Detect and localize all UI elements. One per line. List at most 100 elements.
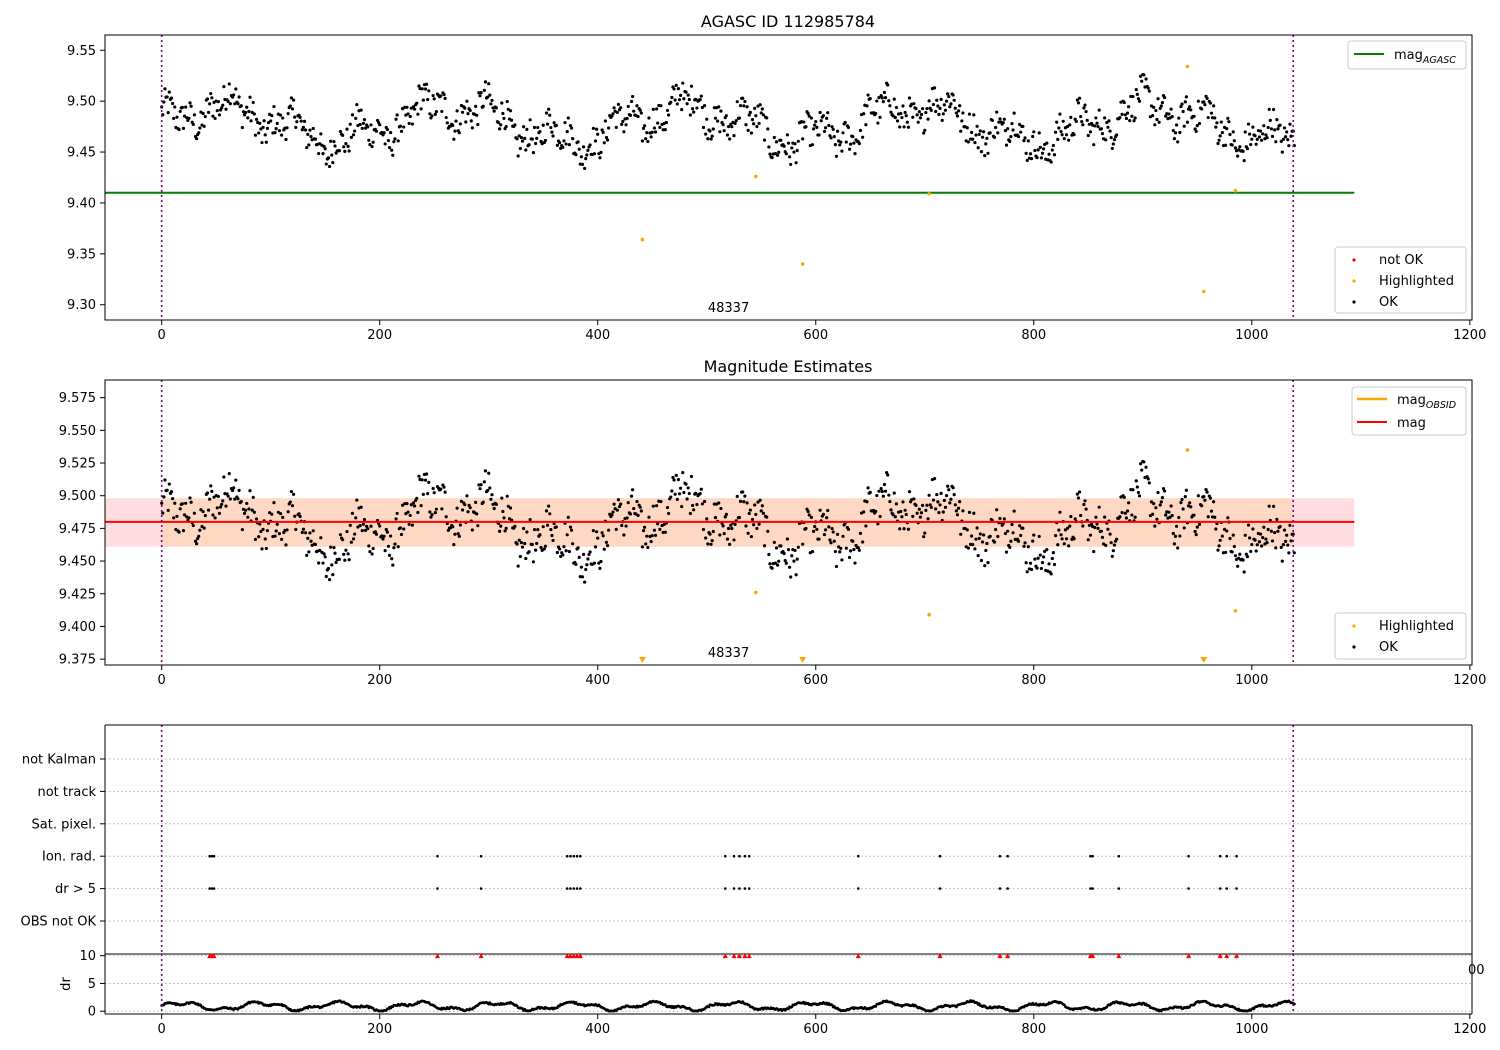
ok-point — [1074, 119, 1078, 123]
ok-point — [723, 515, 727, 519]
ok-point — [663, 128, 667, 132]
ok-point — [369, 123, 373, 127]
ok-point — [704, 132, 708, 136]
ok-point — [724, 512, 728, 516]
ok-point — [301, 527, 306, 531]
ok-point — [851, 134, 855, 139]
ok-point — [730, 526, 734, 531]
ok-point — [878, 115, 882, 119]
legend-label-highlighted: Highlighted — [1379, 619, 1454, 634]
ok-point — [995, 508, 999, 512]
ok-point — [663, 530, 667, 534]
ok-point — [894, 105, 899, 110]
ok-point — [757, 522, 761, 526]
dr-capped-marker — [577, 953, 583, 959]
ok-point — [1266, 125, 1270, 130]
ok-point — [758, 498, 762, 502]
x-tick-label: 400 — [585, 1022, 610, 1037]
ok-point — [539, 545, 543, 550]
ok-point — [624, 524, 628, 528]
ok-point — [925, 106, 929, 111]
ok-point — [432, 97, 436, 101]
ok-point — [378, 524, 382, 528]
ok-point — [961, 509, 965, 513]
ok-point — [303, 531, 308, 535]
ok-point — [368, 143, 372, 147]
ok-point — [900, 515, 904, 519]
ok-point — [1050, 556, 1054, 561]
ok-point — [344, 142, 348, 146]
ok-point — [632, 506, 636, 511]
dr-capped-marker — [434, 953, 440, 959]
ok-point — [234, 478, 238, 482]
ok-point — [444, 515, 448, 519]
ok-point — [833, 143, 837, 147]
ok-point — [409, 503, 413, 507]
ok-point — [973, 140, 977, 145]
ok-point — [694, 97, 698, 101]
ok-point — [1202, 100, 1206, 104]
ok-point — [931, 498, 936, 502]
ok-point — [579, 565, 583, 569]
ok-point — [893, 115, 897, 120]
flag-event-point — [479, 887, 483, 890]
ok-point — [1109, 136, 1113, 140]
ok-point — [889, 110, 893, 114]
ok-point — [1219, 120, 1223, 124]
ok-point — [1083, 499, 1087, 503]
ok-point — [1052, 153, 1057, 157]
ok-point — [329, 139, 333, 143]
ok-point — [599, 150, 603, 154]
ok-point — [528, 518, 532, 522]
ok-point — [341, 538, 345, 542]
ok-point — [825, 516, 829, 520]
y-tick-label: 9.575 — [59, 391, 96, 406]
ok-point — [984, 142, 988, 146]
ok-point — [629, 99, 634, 104]
ok-point — [212, 495, 216, 499]
ok-point — [858, 531, 863, 536]
ok-point — [321, 152, 325, 156]
ok-point — [217, 113, 222, 117]
ok-point — [838, 143, 842, 147]
ok-point — [1206, 515, 1210, 519]
ok-point — [823, 528, 828, 532]
ok-point — [309, 135, 313, 139]
ok-point — [515, 137, 519, 141]
ok-point — [970, 130, 974, 135]
ok-point — [522, 125, 526, 129]
ok-point — [1200, 504, 1204, 508]
ok-point — [711, 529, 715, 534]
ok-point — [1273, 128, 1277, 132]
ok-point — [396, 545, 400, 549]
legend-swatch-not-ok — [1352, 258, 1356, 262]
ok-point — [628, 113, 633, 118]
ok-point — [614, 527, 618, 531]
ok-point — [443, 96, 447, 101]
ok-point — [488, 93, 492, 97]
ok-point — [588, 143, 592, 147]
legend-swatch-highlighted — [1352, 624, 1356, 628]
ok-point — [416, 510, 420, 515]
ok-point — [557, 547, 562, 551]
ok-point — [738, 499, 743, 503]
ok-points — [160, 72, 1296, 171]
ok-point — [331, 160, 335, 165]
ok-point — [659, 499, 663, 504]
ok-point — [489, 497, 493, 501]
ok-point — [1011, 531, 1015, 535]
x-tick-label: 600 — [803, 1022, 828, 1037]
ok-point — [209, 91, 213, 96]
ok-point — [994, 125, 998, 130]
ok-point — [460, 508, 465, 512]
ok-point — [847, 555, 852, 560]
ok-point — [819, 119, 823, 123]
ok-point — [1216, 141, 1220, 146]
ok-point — [1104, 543, 1108, 547]
ok-point — [611, 112, 615, 116]
ok-point — [977, 536, 981, 541]
ok-point — [954, 509, 958, 513]
ok-point — [1203, 498, 1207, 502]
ok-point — [1276, 529, 1280, 533]
ok-point — [1131, 94, 1135, 99]
